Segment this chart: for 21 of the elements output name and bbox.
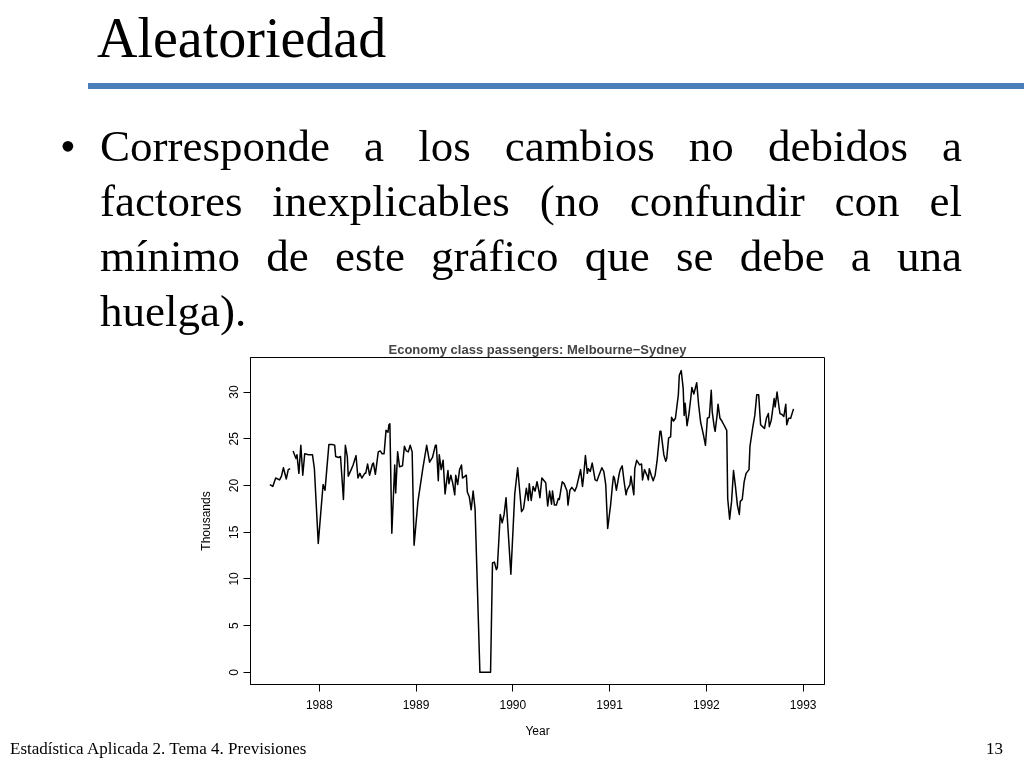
y-tick-label: 5 — [227, 621, 242, 629]
y-tick-label: 30 — [227, 385, 242, 399]
text: Aleatoriedad — [97, 6, 387, 70]
x-axis-title: Year — [525, 723, 550, 738]
text: Corresponde a los cambios no debidos a factores inexplicables (no confundir con el mínimo de este gráfico que se debe a una huelga). — [100, 120, 962, 338]
y-tick-label: 25 — [227, 431, 242, 446]
x-tick-label: 1989 — [402, 697, 430, 712]
x-tick-label: 1993 — [789, 697, 817, 712]
x-tick-label: 1988 — [305, 697, 333, 712]
chart-title: Economy class passengers: Melbourne−Sydney — [388, 341, 688, 357]
y-tick-label: 0 — [227, 668, 242, 676]
y-tick-label: 15 — [227, 525, 242, 539]
y-axis-title: Thousands — [198, 491, 213, 551]
y-tick-label: 20 — [227, 478, 242, 493]
x-tick-label: 1992 — [693, 697, 721, 712]
text: Estadística Aplicada 2. Tema 4. Previsiones — [10, 739, 307, 758]
x-tick-label: 1991 — [596, 697, 624, 712]
y-tick-label: 10 — [227, 571, 242, 586]
text: 13 — [986, 739, 1003, 758]
text: • — [60, 120, 76, 173]
x-tick-label: 1990 — [499, 697, 527, 712]
